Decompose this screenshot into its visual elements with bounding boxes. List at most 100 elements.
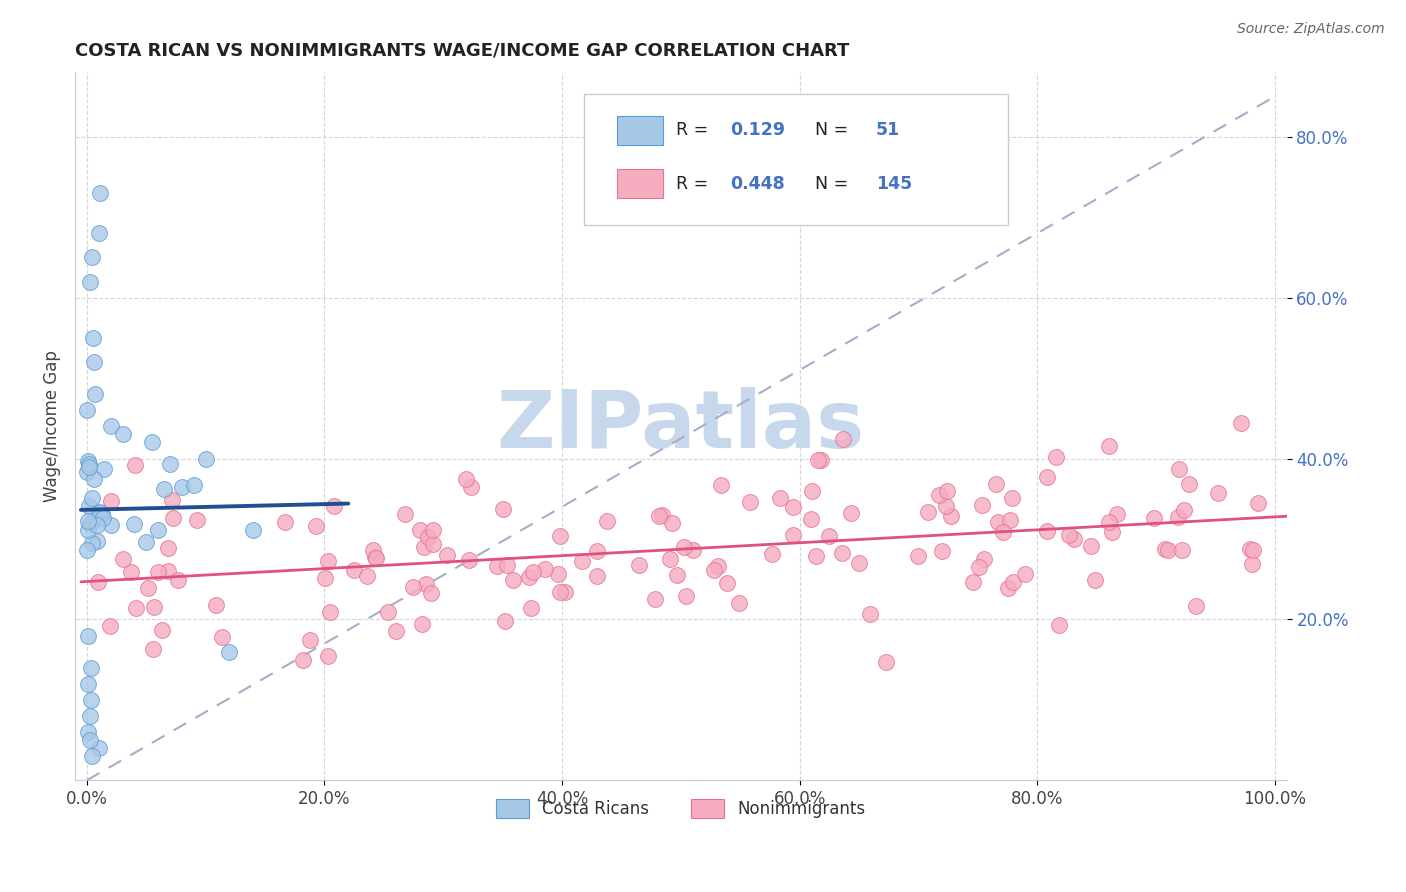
Point xyxy=(90,508,112,522)
Point xyxy=(76,725,98,739)
FancyBboxPatch shape xyxy=(617,116,662,145)
Point xyxy=(77,677,100,691)
Point xyxy=(98,618,121,632)
Point xyxy=(194,451,217,466)
Point xyxy=(1239,542,1261,557)
Point xyxy=(628,558,651,572)
Point xyxy=(586,568,609,582)
Point xyxy=(548,585,571,599)
Text: 0.129: 0.129 xyxy=(731,120,786,139)
Point xyxy=(998,513,1021,527)
Point xyxy=(522,565,544,579)
Point xyxy=(661,516,683,531)
Point xyxy=(651,508,673,522)
Point xyxy=(991,525,1014,540)
Point xyxy=(82,251,104,265)
Point xyxy=(710,478,733,492)
Point xyxy=(454,471,477,485)
Point xyxy=(422,523,444,537)
Point xyxy=(571,553,593,567)
Point xyxy=(1057,528,1080,542)
Point xyxy=(77,458,100,472)
Point xyxy=(356,568,378,582)
Text: 51: 51 xyxy=(876,120,900,139)
Point xyxy=(413,541,436,555)
Point xyxy=(702,563,724,577)
Point xyxy=(1045,450,1067,464)
Point xyxy=(79,517,101,532)
Point xyxy=(761,547,783,561)
Point xyxy=(93,461,115,475)
Point xyxy=(494,614,516,628)
Point xyxy=(973,552,995,566)
Point xyxy=(492,502,515,516)
Point xyxy=(782,527,804,541)
Point xyxy=(1105,507,1128,521)
Point xyxy=(716,576,738,591)
Y-axis label: Wage/Income Gap: Wage/Income Gap xyxy=(44,351,60,502)
Point xyxy=(82,331,104,345)
Point xyxy=(76,403,98,417)
Point xyxy=(596,514,619,528)
Point xyxy=(1080,539,1102,553)
Point xyxy=(146,523,169,537)
Point xyxy=(120,566,142,580)
Point xyxy=(962,575,984,590)
Point xyxy=(800,483,823,498)
Point xyxy=(80,535,103,549)
Text: 0.448: 0.448 xyxy=(731,175,785,193)
Point xyxy=(1014,566,1036,581)
Point xyxy=(186,513,208,527)
Point xyxy=(162,511,184,525)
Point xyxy=(517,570,540,584)
Point xyxy=(83,513,105,527)
Point xyxy=(401,580,423,594)
Point xyxy=(314,571,336,585)
Point xyxy=(79,499,101,513)
Text: R =: R = xyxy=(676,175,714,193)
Point xyxy=(673,541,696,555)
Point xyxy=(153,482,176,496)
Point xyxy=(859,607,882,621)
Point xyxy=(363,543,385,558)
Point xyxy=(83,355,105,369)
Point xyxy=(707,559,730,574)
Point xyxy=(727,596,749,610)
Point xyxy=(364,549,387,564)
Point xyxy=(1171,542,1194,557)
Point xyxy=(917,505,939,519)
Point xyxy=(807,452,830,467)
Point xyxy=(76,524,98,538)
Point xyxy=(768,491,790,505)
Point xyxy=(166,574,188,588)
Point xyxy=(89,505,111,519)
Point xyxy=(319,605,342,619)
Point xyxy=(124,516,146,531)
Point xyxy=(159,457,181,471)
Point xyxy=(831,433,853,447)
Point xyxy=(292,653,315,667)
FancyBboxPatch shape xyxy=(617,169,662,198)
Point xyxy=(841,507,863,521)
Point xyxy=(818,529,841,543)
Point xyxy=(740,494,762,508)
Point xyxy=(204,598,226,612)
Text: N =: N = xyxy=(815,120,853,139)
Point xyxy=(554,585,576,599)
Point xyxy=(136,581,159,595)
Point xyxy=(316,554,339,568)
Point xyxy=(1185,599,1208,614)
Point xyxy=(935,499,957,513)
Point xyxy=(111,427,134,442)
Point xyxy=(416,530,439,544)
Point xyxy=(183,477,205,491)
Point xyxy=(211,630,233,644)
Point xyxy=(156,541,179,556)
Point xyxy=(409,523,432,537)
Point xyxy=(1177,476,1199,491)
Point xyxy=(79,275,101,289)
Point xyxy=(142,600,165,615)
Point xyxy=(87,741,110,756)
Point xyxy=(84,387,107,401)
Point xyxy=(804,549,827,563)
